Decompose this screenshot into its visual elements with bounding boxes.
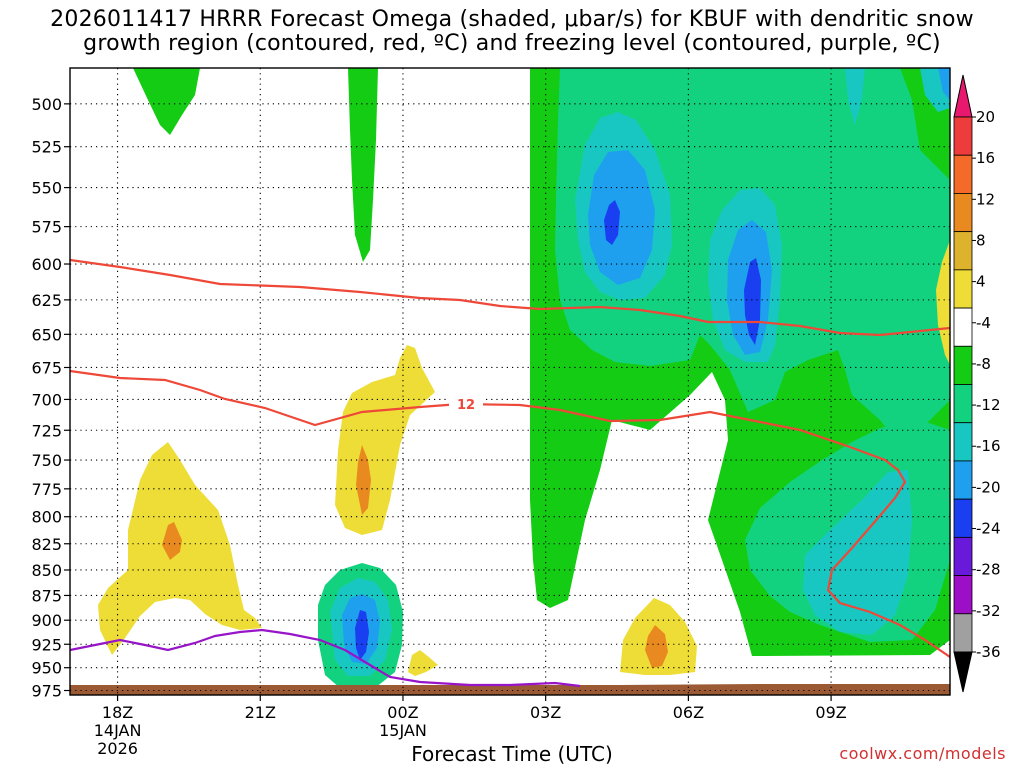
colorbar-label: 12 [976, 190, 995, 208]
colorbar-label: -36 [976, 643, 1001, 661]
chart-subtitle: growth region (contoured, red, ºC) and f… [83, 31, 941, 56]
colorbar-segment [953, 345, 973, 385]
dgz-contour-label-bg [449, 397, 483, 412]
y-tick-label: 850 [31, 561, 62, 580]
omega-region-yellow [335, 345, 435, 535]
contour-lines: 12 [70, 258, 950, 688]
x-tick-sublabel: 2026 [97, 739, 138, 758]
colorbar-segment [953, 384, 973, 424]
omega-region-blue [938, 68, 950, 100]
dgz-contour-upper [70, 258, 950, 337]
colorbar-arrow-top [953, 74, 973, 118]
colorbar-segment [953, 154, 973, 194]
omega-region-orange [162, 522, 182, 560]
x-tick-label: 18Z [102, 703, 133, 722]
colorbar-segment [953, 460, 973, 500]
colorbar-label: -28 [976, 561, 1001, 579]
colorbar-label: -12 [976, 396, 1001, 414]
y-tick-label: 600 [31, 255, 62, 274]
y-axis: 500 525 550 575 600 625 650 675 700 725 750 775 800 8… [31, 95, 70, 701]
y-tick-label: 925 [31, 635, 62, 654]
x-tick-label: 00Z [387, 703, 418, 722]
y-tick-label: 975 [31, 682, 62, 701]
colorbar-segment [953, 498, 973, 538]
colorbar-label: 20 [976, 108, 995, 126]
x-tick-label: 03Z [530, 703, 561, 722]
colorbar-segment [953, 536, 973, 576]
x-tick-sublabel: 15JAN [379, 721, 427, 740]
omega-region-blue [588, 150, 655, 285]
colorbar-segment [953, 613, 973, 653]
omega-region-orange [356, 445, 371, 515]
colorbar-label: -24 [976, 520, 1001, 538]
terrain-surface [70, 684, 950, 692]
chart-title: 2026011417 HRRR Forecast Omega (shaded, … [50, 7, 974, 32]
x-tick-label: 06Z [673, 703, 704, 722]
x-tick-label: 09Z [815, 703, 846, 722]
x-tick-sublabel: 14JAN [94, 721, 142, 740]
y-tick-label: 550 [31, 179, 62, 198]
x-axis-title: Forecast Time (UTC) [411, 742, 613, 766]
colorbar-segment [953, 231, 973, 271]
dgz-contour-label: 12 [457, 398, 475, 413]
y-tick-label: 750 [31, 451, 62, 470]
dgz-contour-lower [70, 369, 950, 658]
colorbar-segment [953, 116, 973, 156]
omega-region-green [348, 68, 378, 262]
freezing-level-contour [70, 628, 581, 688]
colorbar-label: -20 [976, 478, 1001, 496]
colorbar-segment [953, 307, 973, 347]
y-tick-label: 700 [31, 390, 62, 409]
y-tick-label: 625 [31, 291, 62, 310]
y-tick-label: 775 [31, 480, 62, 499]
colorbar-segment [953, 422, 973, 462]
colorbar-label: -16 [976, 437, 1001, 455]
omega-region-yellow [408, 650, 438, 676]
omega-region-darkblue [355, 610, 369, 660]
omega-region-yellow [936, 240, 950, 365]
colorbar-label: -8 [976, 355, 991, 373]
y-tick-label: 800 [31, 508, 62, 527]
y-tick-label: 500 [31, 95, 62, 114]
colorbar-segment [953, 575, 973, 615]
colorbar-label: -4 [976, 314, 991, 332]
y-tick-label: 525 [31, 138, 62, 157]
y-tick-label: 650 [31, 325, 62, 344]
omega-region-darkblue [744, 258, 761, 345]
colorbar: 20 16 12 8 4 -4 -8 -12 -16 -20 -24 -28 -32 -36 [953, 74, 1001, 693]
y-tick-label: 950 [31, 659, 62, 678]
omega-region-orange [645, 625, 668, 668]
y-tick-label: 875 [31, 586, 62, 605]
omega-region-cyan [845, 68, 865, 125]
credit-text: coolwx.com/models [839, 744, 1006, 763]
y-tick-label: 825 [31, 535, 62, 554]
y-tick-label: 900 [31, 611, 62, 630]
omega-region-darkblue [604, 200, 620, 245]
colorbar-segment [953, 269, 973, 309]
colorbar-label: 8 [976, 231, 986, 249]
omega-shading [98, 68, 950, 688]
colorbar-arrow-bottom [953, 651, 973, 693]
colorbar-label: 16 [976, 149, 995, 167]
omega-region-green [133, 68, 200, 135]
colorbar-segment [953, 193, 973, 233]
x-tick-label: 21Z [245, 703, 276, 722]
plot-frame [69, 67, 951, 696]
y-tick-label: 575 [31, 218, 62, 237]
colorbar-label: 4 [976, 273, 986, 291]
y-tick-label: 675 [31, 358, 62, 377]
colorbar-label: -32 [976, 602, 1001, 620]
y-tick-label: 725 [31, 421, 62, 440]
